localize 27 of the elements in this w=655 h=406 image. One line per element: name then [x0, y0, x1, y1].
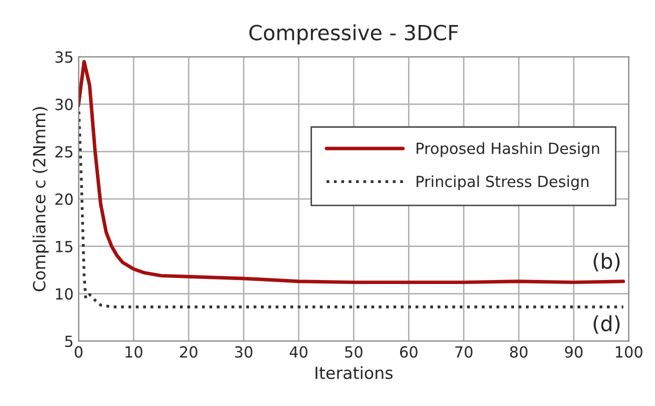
y-axis-title: Compliance c (2Nmm) [32, 107, 49, 292]
legend-label: Proposed Hashin Design [416, 142, 600, 158]
x-tick-label: 10 [126, 346, 142, 358]
x-tick-label: 30 [235, 346, 252, 358]
x-tick-label: 70 [455, 346, 472, 358]
x-tick-label: 100 [616, 346, 642, 358]
y-tick-label: 35 [55, 51, 72, 63]
chart-title: Compressive - 3DCF [249, 24, 458, 45]
line-series [78, 102, 625, 308]
x-tick-label: 20 [180, 346, 198, 358]
x-tick-label: 40 [290, 346, 308, 358]
line-series [78, 60, 626, 284]
annotation: (d) [594, 315, 620, 334]
y-tick-label: 15 [56, 240, 72, 252]
x-tick-label: 0 [74, 346, 82, 358]
y-tick-label: 30 [55, 98, 73, 110]
x-tick-label: 80 [510, 346, 528, 358]
x-tick-label: 90 [565, 346, 582, 358]
y-tick-label: 25 [55, 146, 72, 158]
legend-label: Principal Stress Design [416, 175, 588, 190]
y-tick-label: 20 [55, 193, 73, 205]
y-tick-label: 10 [56, 288, 73, 300]
y-tick-label: 5 [65, 336, 72, 348]
x-tick-label: 60 [400, 346, 418, 358]
x-axis-title: Iterations [316, 366, 393, 380]
annotation: (b) [594, 252, 620, 272]
x-tick-label: 50 [345, 346, 362, 358]
